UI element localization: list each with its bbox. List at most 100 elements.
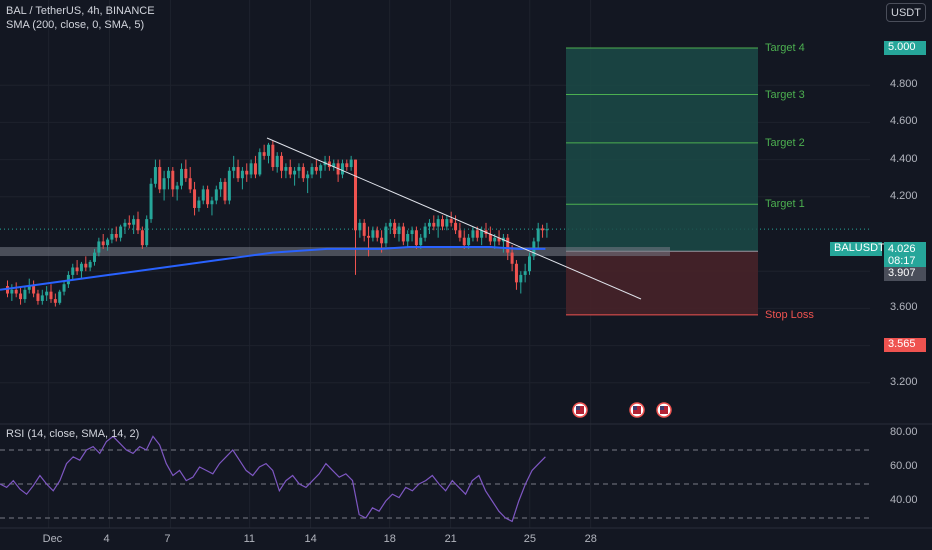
economic-events[interactable] bbox=[572, 402, 672, 418]
symbol-legend[interactable]: BAL / TetherUS, 4h, BINANCE bbox=[6, 5, 155, 17]
last-price-tag: 4.026 08:17 bbox=[884, 242, 926, 268]
candle-body bbox=[262, 152, 266, 156]
candle-body bbox=[327, 161, 331, 168]
position-tool[interactable] bbox=[566, 47, 758, 316]
candle-body bbox=[158, 167, 162, 190]
candle-body bbox=[110, 234, 114, 240]
candle-body bbox=[236, 167, 240, 179]
symbol-name-tag: BALUSDT bbox=[830, 242, 885, 256]
candle-body bbox=[36, 293, 40, 301]
candle-body bbox=[123, 222, 127, 227]
candle-body bbox=[149, 183, 153, 220]
candle-body bbox=[506, 237, 510, 253]
candle-body bbox=[497, 237, 501, 242]
sma-legend[interactable]: SMA (200, close, 0, SMA, 5) bbox=[6, 19, 145, 31]
flag-us-icon[interactable] bbox=[572, 402, 588, 418]
candle-body bbox=[79, 263, 83, 272]
candle-body bbox=[358, 222, 362, 231]
sma-path bbox=[0, 246, 546, 291]
candle-body bbox=[297, 167, 301, 171]
price-tick-label: 4.800 bbox=[890, 78, 918, 91]
candle-body bbox=[319, 165, 323, 171]
candle-body bbox=[249, 163, 253, 175]
candle-body bbox=[271, 144, 275, 168]
flag-canton bbox=[576, 406, 580, 410]
candle-body bbox=[184, 168, 188, 179]
candle-body bbox=[197, 200, 201, 208]
candle-body bbox=[219, 181, 223, 190]
candle-body bbox=[280, 155, 284, 171]
candle-body bbox=[232, 167, 236, 171]
candle-body bbox=[171, 170, 175, 190]
candle-body bbox=[362, 222, 366, 236]
rsi-tick-label: 60.00 bbox=[890, 460, 918, 472]
currency-button[interactable]: USDT bbox=[886, 3, 926, 22]
price-tick-label: 4.400 bbox=[890, 152, 918, 165]
candle-body bbox=[432, 222, 436, 227]
grid-lines bbox=[0, 0, 932, 529]
candle-body bbox=[514, 263, 518, 283]
candle-body bbox=[227, 170, 231, 201]
price-tick-label: 3.200 bbox=[890, 375, 918, 388]
candle-body bbox=[340, 163, 344, 175]
candle-body bbox=[10, 289, 14, 294]
candle-body bbox=[188, 178, 192, 190]
candle-body bbox=[445, 219, 449, 227]
candle-body bbox=[180, 168, 183, 186]
candle-body bbox=[545, 229, 549, 231]
candle-body bbox=[458, 230, 462, 238]
time-tick-label: 28 bbox=[584, 533, 597, 545]
candle-body bbox=[97, 241, 101, 253]
price-tick-label: 4.200 bbox=[890, 189, 918, 202]
candle-body bbox=[488, 234, 492, 242]
candle-body bbox=[406, 234, 410, 242]
candle-body bbox=[462, 237, 466, 246]
support-zone[interactable] bbox=[0, 247, 670, 257]
trend-line-path bbox=[266, 137, 642, 300]
candle-body bbox=[541, 228, 545, 231]
candle-body bbox=[166, 170, 170, 179]
flag-us-icon[interactable] bbox=[629, 402, 645, 418]
candle-body bbox=[397, 226, 401, 234]
candle-body bbox=[275, 155, 279, 168]
candle-body bbox=[201, 189, 205, 201]
candle-body bbox=[58, 291, 62, 303]
trend-line[interactable] bbox=[266, 137, 642, 300]
candle-body bbox=[62, 284, 66, 292]
candle-body bbox=[40, 295, 44, 301]
candle-body bbox=[419, 237, 423, 246]
candle-body bbox=[493, 237, 497, 242]
target-zone bbox=[566, 48, 758, 252]
candle-body bbox=[114, 234, 118, 238]
candle-body bbox=[162, 178, 166, 190]
candle-body bbox=[388, 222, 392, 227]
stop-price-tag: 3.565 bbox=[884, 338, 926, 352]
candle-body bbox=[293, 170, 297, 175]
candle-body bbox=[93, 252, 96, 262]
flag-us-icon[interactable] bbox=[656, 402, 672, 418]
candle-body bbox=[210, 200, 214, 205]
stop-loss-label: Stop Loss bbox=[765, 308, 814, 321]
candle-body bbox=[140, 230, 144, 246]
candle-body bbox=[127, 222, 131, 225]
time-tick-label: 21 bbox=[444, 533, 457, 545]
candle-body bbox=[371, 230, 375, 238]
rsi-legend[interactable]: RSI (14, close, SMA, 14, 2) bbox=[6, 428, 140, 440]
candle-body bbox=[310, 167, 314, 175]
candle-body bbox=[354, 159, 357, 231]
candle-body bbox=[384, 226, 388, 244]
time-tick-label: Dec bbox=[42, 533, 63, 545]
candle-body bbox=[75, 267, 79, 272]
candle-body bbox=[441, 219, 444, 227]
time-tick-label: 11 bbox=[243, 533, 256, 545]
target-label-1: Target 1 bbox=[765, 198, 805, 211]
candle-body bbox=[467, 237, 471, 246]
candle-body bbox=[106, 239, 110, 246]
candle-body bbox=[45, 291, 49, 296]
candle-body bbox=[414, 230, 418, 246]
candle-body bbox=[223, 181, 227, 201]
candle-body bbox=[27, 286, 31, 290]
candle-body bbox=[349, 159, 353, 168]
candle-body bbox=[136, 219, 140, 231]
